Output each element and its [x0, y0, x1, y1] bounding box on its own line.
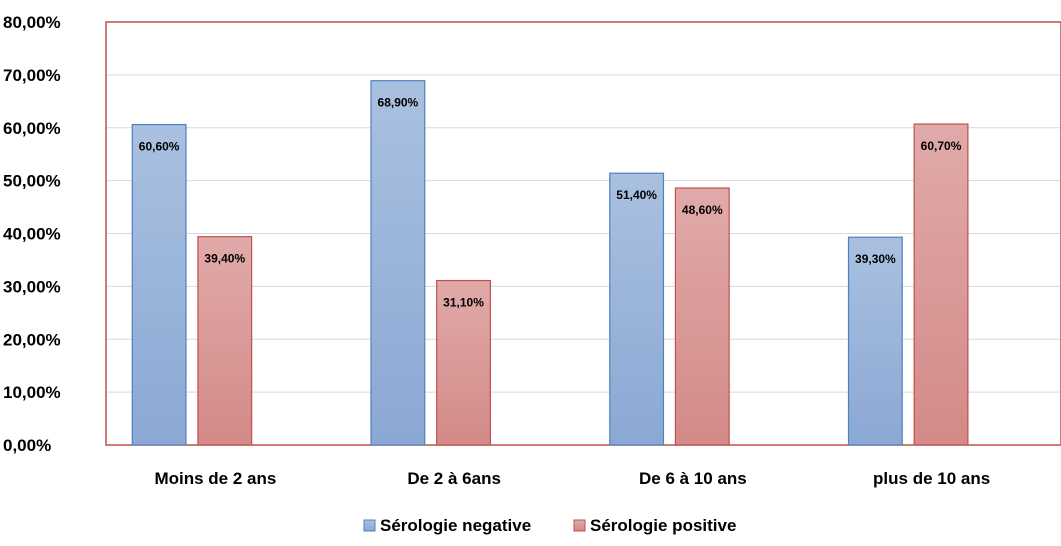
x-tick-label: De 6 à 10 ans: [639, 469, 747, 488]
data-label: 39,30%: [855, 252, 896, 266]
legend-swatch: [363, 519, 376, 532]
bar-positive: [436, 279, 491, 446]
x-tick-label: De 2 à 6ans: [407, 469, 501, 488]
y-tick-label: 70,00%: [3, 66, 61, 85]
legend-label: Sérologie positive: [590, 516, 736, 535]
y-tick-label: 30,00%: [3, 277, 61, 296]
data-label: 39,40%: [204, 252, 245, 266]
bar-negative: [370, 80, 426, 446]
legend: Sérologie negative Sérologie positive: [363, 516, 736, 535]
bar-positive: [674, 187, 730, 446]
data-labels: 60,60% 39,40% 68,90% 31,10% 51,40% 48,60% 39,3…: [139, 96, 962, 310]
gridlines: [106, 74, 1061, 393]
y-tick-label: 80,00%: [3, 13, 61, 32]
x-tick-label: plus de 10 ans: [873, 469, 990, 488]
data-label: 48,60%: [682, 203, 723, 217]
y-tick-label: 50,00%: [3, 172, 61, 191]
bar-positive: [197, 236, 253, 446]
data-label: 51,40%: [616, 188, 657, 202]
bar-negative: [847, 236, 903, 446]
legend-swatch: [573, 519, 586, 532]
bars: [131, 80, 969, 446]
bar-negative: [131, 123, 187, 446]
y-tick-label: 60,00%: [3, 119, 61, 138]
bar-negative: [609, 172, 665, 446]
y-tick-label: 0,00%: [3, 436, 51, 455]
y-tick-label: 40,00%: [3, 225, 61, 244]
data-label: 60,70%: [921, 139, 962, 153]
x-tick-label: Moins de 2 ans: [154, 469, 276, 488]
data-label: 31,10%: [443, 296, 484, 310]
bar-positive: [913, 123, 969, 446]
x-axis-ticks: Moins de 2 ans De 2 à 6ans De 6 à 10 ans pl…: [154, 469, 990, 488]
legend-label: Sérologie negative: [380, 516, 531, 535]
plot-area-frame: [105, 21, 1061, 446]
y-tick-label: 20,00%: [3, 330, 61, 349]
y-tick-label: 10,00%: [3, 383, 61, 402]
data-label: 68,90%: [378, 96, 419, 110]
y-axis-ticks: 0,00% 10,00% 20,00% 30,00% 40,00% 50,00% 60,00…: [3, 13, 61, 455]
data-label: 60,60%: [139, 140, 180, 154]
